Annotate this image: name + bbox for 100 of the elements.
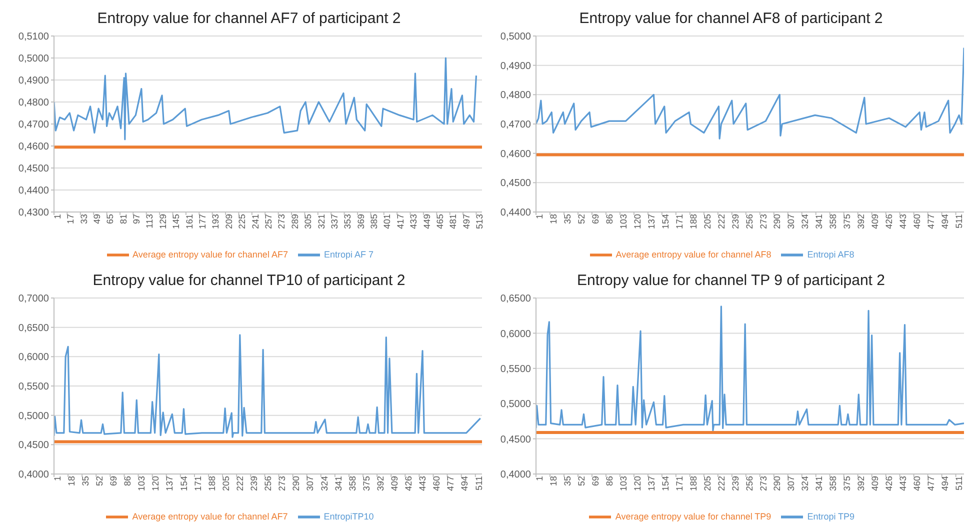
x-tick-label: 35 [80, 476, 90, 486]
x-tick-label: 392 [856, 214, 866, 230]
x-tick-label: 477 [926, 476, 936, 492]
x-tick-label: 497 [461, 214, 472, 230]
x-tick-label: 290 [772, 476, 782, 492]
y-tick-label: 0,4800 [18, 98, 50, 109]
x-tick-label: 18 [66, 476, 76, 486]
x-tick-label: 375 [842, 476, 852, 492]
x-tick-label: 409 [870, 476, 880, 492]
x-tick-label: 209 [224, 214, 234, 230]
x-tick-label: 256 [744, 476, 754, 492]
x-tick-label: 1 [52, 476, 62, 482]
y-tick-label: 0,6500 [18, 322, 50, 334]
x-tick-label: 177 [198, 214, 208, 230]
chart-title: Entropy value for channel AF8 of participant 2 [578, 9, 884, 29]
x-tick-label: 513 [474, 214, 485, 230]
y-tick-label: 0,5100 [18, 32, 50, 43]
y-tick-label: 0,4500 [18, 164, 50, 175]
y-tick-label: 0,5000 [18, 410, 50, 422]
y-tick-label: 0,5000 [500, 32, 532, 43]
x-tick-label: 426 [404, 476, 414, 492]
chart-title: Entropy value for channel TP10 of participant 2 [92, 271, 406, 291]
x-tick-label: 307 [305, 476, 316, 492]
y-tick-label: 0,6000 [500, 328, 532, 340]
x-tick-label: 86 [604, 476, 614, 486]
y-tick-label: 0,4500 [500, 434, 532, 446]
x-tick-label: 17 [66, 214, 76, 224]
legend-label: Entropi AF8 [807, 249, 854, 260]
x-tick-label: 511 [474, 476, 484, 490]
legend-label: Average entropy value for channel AF7 [132, 249, 288, 260]
x-tick-label: 426 [884, 214, 894, 230]
x-tick-label: 392 [856, 476, 866, 492]
x-tick-label: 443 [898, 214, 908, 230]
y-tick-label: 0,4000 [18, 470, 50, 481]
x-tick-label: 239 [249, 476, 260, 492]
x-tick-label: 273 [276, 214, 287, 230]
x-tick-label: 52 [576, 214, 586, 224]
line-series [536, 306, 964, 432]
x-tick-label: 81 [118, 214, 128, 224]
x-tick-label: 358 [347, 476, 358, 492]
x-tick-label: 145 [171, 214, 182, 230]
x-tick-label: 222 [234, 476, 245, 492]
x-tick-label: 171 [674, 476, 684, 492]
y-tick-label: 0,4700 [18, 120, 50, 131]
x-tick-label: 120 [632, 214, 642, 230]
x-tick-label: 86 [604, 214, 614, 224]
y-tick-label: 0,5000 [500, 399, 532, 410]
x-tick-label: 193 [210, 214, 221, 230]
x-tick-label: 188 [688, 476, 698, 492]
x-tick-label: 417 [395, 214, 406, 230]
x-tick-label: 307 [786, 214, 796, 230]
x-tick-label: 353 [342, 214, 353, 230]
y-tick-label: 0,4900 [500, 60, 532, 72]
x-tick-label: 511 [954, 476, 964, 490]
x-tick-label: 409 [870, 214, 880, 230]
x-tick-label: 443 [418, 476, 428, 492]
x-tick-label: 171 [192, 476, 203, 492]
x-tick-label: 460 [912, 476, 922, 492]
x-tick-label: 401 [382, 214, 392, 230]
x-tick-label: 103 [618, 476, 628, 492]
x-tick-label: 113 [144, 214, 155, 228]
y-tick-label: 0,4500 [500, 178, 532, 190]
x-tick-label: 341 [333, 476, 344, 492]
x-tick-label: 392 [375, 476, 386, 492]
y-tick-label: 0,4700 [500, 120, 532, 131]
x-tick-label: 409 [390, 476, 400, 492]
y-tick-label: 0,4900 [18, 76, 50, 87]
x-tick-label: 241 [250, 214, 260, 230]
x-tick-label: 321 [316, 214, 326, 230]
legend-label: EntropiTP10 [324, 511, 374, 522]
x-tick-label: 18 [548, 214, 558, 224]
x-tick-label: 222 [716, 214, 726, 230]
y-tick-label: 0,7000 [18, 294, 50, 305]
legend-label: Entropi TP9 [807, 511, 855, 522]
x-tick-label: 290 [291, 476, 302, 492]
x-tick-label: 69 [108, 476, 119, 486]
x-tick-label: 324 [800, 476, 810, 492]
x-tick-label: 225 [237, 214, 248, 230]
x-tick-label: 65 [105, 214, 116, 224]
y-tick-label: 0,4000 [500, 470, 532, 481]
y-tick-label: 0,4500 [18, 440, 50, 452]
x-tick-label: 222 [716, 476, 726, 492]
x-tick-label: 52 [576, 476, 586, 486]
x-tick-label: 188 [688, 214, 698, 230]
x-tick-label: 324 [800, 214, 810, 230]
x-tick-label: 69 [590, 476, 600, 486]
x-tick-label: 460 [432, 476, 442, 492]
x-tick-label: 239 [730, 214, 740, 230]
x-tick-label: 449 [422, 214, 432, 230]
x-tick-label: 273 [758, 214, 768, 230]
legend-label: Average entropy value for channel AF7 [132, 511, 288, 522]
x-tick-label: 239 [730, 476, 740, 492]
x-tick-label: 341 [814, 476, 824, 492]
x-tick-label: 18 [548, 476, 558, 486]
x-tick-label: 154 [178, 476, 189, 492]
x-tick-label: 375 [361, 476, 372, 492]
y-tick-label: 0,4400 [500, 208, 532, 219]
x-tick-label: 273 [277, 476, 288, 492]
y-tick-label: 0,5500 [18, 382, 50, 393]
x-tick-label: 120 [632, 476, 642, 492]
